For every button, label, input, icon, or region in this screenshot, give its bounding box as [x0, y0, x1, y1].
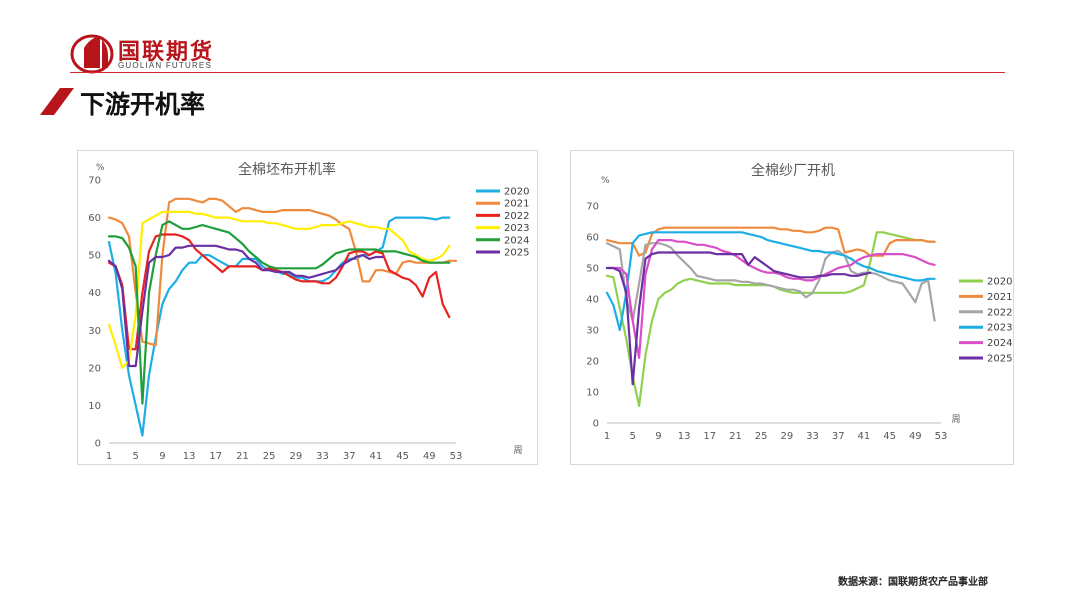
series-line-2020 [107, 216, 451, 437]
series-line-2021 [107, 197, 458, 347]
x-tick-label: 49 [423, 451, 436, 462]
x-tick-label: 21 [729, 431, 742, 442]
data-source-note: 数据来源：国联期货农产品事业部 [838, 577, 988, 588]
header-divider [70, 72, 1005, 73]
legend-label-2024: 2024 [504, 235, 529, 246]
series-line-2024 [605, 239, 936, 359]
x-tick-label: 33 [806, 431, 819, 442]
yarn-mill-operating-rate-chart: 全棉纱厂开机% 周 0 10 20 30 40 50 60 70 1 5 9 13 17 21 25 29 33 37… [586, 162, 1012, 442]
x-tick-label: 17 [209, 451, 222, 462]
y-tick-label: 10 [586, 388, 599, 399]
series-line-2020 [605, 231, 936, 407]
legend-label-2023: 2023 [504, 223, 529, 234]
y-tick-label: 60 [88, 213, 101, 224]
legend-label-2022: 2022 [987, 307, 1012, 318]
x-tick-label: 29 [289, 451, 302, 462]
x-tick-label: 29 [780, 431, 793, 442]
x-tick-label: 5 [133, 451, 139, 462]
y-tick-label: 50 [586, 264, 599, 275]
series-line-2025 [107, 244, 384, 368]
logo-name-en: GUOLIAN FUTURES [118, 61, 213, 70]
x-tick-label: 1 [106, 451, 112, 462]
legend-label-2021: 2021 [504, 199, 529, 210]
series-line-2025 [605, 251, 872, 386]
y-tick-label: 0 [95, 439, 101, 450]
legend-label-2023: 2023 [987, 323, 1012, 334]
y-tick-label: 20 [586, 357, 599, 368]
legend-label-2021: 2021 [987, 292, 1012, 303]
series-line-2024 [107, 220, 451, 405]
x-axis-label: 周 [513, 445, 522, 456]
y-tick-label: 30 [586, 326, 599, 337]
chart-title: 全棉坯布开机率 [238, 161, 336, 178]
x-tick-label: 53 [935, 431, 948, 442]
page-title: 下游开机率 [80, 90, 206, 119]
x-tick-label: 13 [183, 451, 196, 462]
x-tick-label: 9 [159, 451, 165, 462]
legend-label-2025: 2025 [987, 354, 1012, 365]
x-tick-label: 9 [655, 431, 661, 442]
x-tick-label: 41 [370, 451, 383, 462]
x-tick-label: 1 [604, 431, 610, 442]
legend-label-2020: 2020 [987, 277, 1012, 288]
logo-name-cn: 国联期货 [118, 40, 215, 65]
chart-panel-fabric: 全棉坯布开机率% 周 0 10 20 30 40 50 60 70 1 5 9 13 17 21 25 29 33 3… [77, 150, 538, 465]
legend-label-2024: 2024 [987, 338, 1012, 349]
series-line-2021 [605, 226, 936, 257]
x-tick-label: 53 [450, 451, 463, 462]
x-tick-label: 25 [755, 431, 768, 442]
x-tick-label: 13 [678, 431, 691, 442]
y-tick-label: 0 [593, 419, 599, 430]
chart-panel-yarn: 全棉纱厂开机% 周 0 10 20 30 40 50 60 70 1 5 9 13 17 21 25 29 33 37… [570, 150, 1014, 465]
y-tick-label: 40 [586, 295, 599, 306]
y-axis-unit: % [601, 176, 610, 186]
x-tick-label: 37 [343, 451, 356, 462]
y-tick-label: 50 [88, 251, 101, 262]
x-tick-label: 33 [316, 451, 329, 462]
x-tick-label: 45 [883, 431, 896, 442]
y-tick-label: 70 [586, 202, 599, 213]
y-tick-label: 30 [88, 326, 101, 337]
x-tick-label: 25 [263, 451, 276, 462]
y-tick-label: 40 [88, 288, 101, 299]
fabric-operating-rate-chart: 全棉坯布开机率% 周 0 10 20 30 40 50 60 70 1 5 9 13 17 21 25 29 33 3… [88, 161, 529, 462]
x-tick-label: 49 [909, 431, 922, 442]
guolian-logo-icon [70, 34, 114, 74]
legend-label-2022: 2022 [504, 211, 529, 222]
series-line-2022 [605, 242, 936, 322]
chart-title: 全棉纱厂开机 [751, 162, 835, 179]
x-tick-label: 45 [396, 451, 409, 462]
y-tick-label: 60 [586, 233, 599, 244]
x-tick-label: 37 [832, 431, 845, 442]
x-tick-label: 5 [630, 431, 636, 442]
x-tick-label: 41 [858, 431, 871, 442]
y-tick-label: 70 [88, 176, 101, 187]
series-line-2023 [107, 210, 451, 369]
legend-label-2025: 2025 [504, 248, 529, 259]
x-tick-label: 21 [236, 451, 249, 462]
y-tick-label: 20 [88, 363, 101, 374]
x-tick-label: 17 [703, 431, 716, 442]
x-axis-label: 周 [951, 414, 960, 425]
legend-label-2020: 2020 [504, 187, 529, 198]
y-axis-unit: % [96, 163, 105, 173]
section-marker-icon [40, 88, 74, 115]
series-line-2023 [605, 231, 936, 332]
y-tick-label: 10 [88, 401, 101, 412]
